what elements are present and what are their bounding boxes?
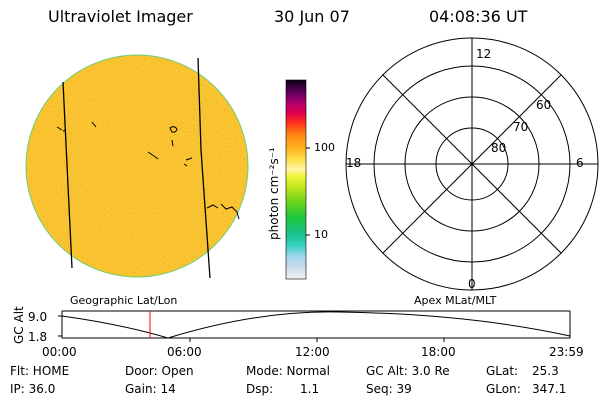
x-tick-label: 18:00 (421, 345, 456, 359)
mlt-label-18: 18 (346, 156, 362, 170)
mlt-label-6: 6 (576, 156, 584, 170)
altitude-curve (61, 311, 571, 339)
x-tick-label: 00:00 (42, 345, 77, 359)
polar-ring-50 (345, 37, 599, 291)
seq-status: Seq: 39 (366, 382, 412, 396)
longitude-line (197, 57, 211, 279)
mlat-label-60: 60 (536, 98, 552, 112)
polar-diagonal (382, 74, 562, 254)
geographic-caption: Geographic Lat/Lon (70, 294, 178, 307)
y-tick-label: 9.0 (28, 310, 48, 324)
colorbar-tick-label: 100 (314, 141, 335, 154)
gain-status: Gain: 14 (125, 382, 176, 396)
mlt-label-12: 12 (476, 47, 492, 61)
ip-status: IP: 36.0 (10, 382, 56, 396)
coastline-outline (56, 121, 240, 220)
instrument-title: Ultraviolet Imager (48, 7, 193, 26)
mlat-label-70: 70 (513, 120, 529, 134)
apex-caption: Apex MLat/MLT (414, 294, 497, 307)
polar-ring-70 (404, 96, 540, 232)
x-tick-label: 23:59 (549, 345, 584, 359)
x-tick-label: 12:00 (295, 345, 330, 359)
colorbar-tick-label: 10 (314, 228, 328, 241)
dsp-label: Dsp: (246, 382, 274, 396)
image-date: 30 Jun 07 (274, 7, 350, 26)
longitude-line (62, 81, 73, 269)
polar-ring-80 (435, 127, 509, 201)
polar-ring-60 (373, 65, 571, 263)
glat-label: GLat: (486, 364, 519, 378)
mode-status: Mode: Normal (246, 364, 330, 378)
glon-value: 347.1 (532, 382, 567, 396)
door-status: Door: Open (125, 364, 194, 378)
mlt-label-0: 0 (468, 277, 476, 291)
colorbar-gradient (285, 79, 307, 280)
glat-value: 25.3 (532, 364, 559, 378)
x-tick-label: 06:00 (167, 345, 202, 359)
gc-alt-status: GC Alt: 3.0 Re (366, 364, 450, 378)
glon-label: GLon: (486, 382, 521, 396)
altitude-ylabel: GC Alt (12, 306, 26, 344)
earth-disk (26, 55, 248, 277)
dsp-value: 1.1 (300, 382, 320, 396)
image-time: 04:08:36 UT (429, 7, 528, 26)
filter-status: Flt: HOME (10, 364, 70, 378)
altitude-plot-frame (61, 310, 571, 339)
earth-disk-limb (25, 54, 249, 278)
colorbar-unit-label: photon cm⁻²s⁻¹ (267, 147, 281, 240)
polar-diagonal (382, 74, 562, 254)
mlat-label-80: 80 (491, 141, 507, 155)
y-tick-label: 1.8 (28, 330, 48, 344)
